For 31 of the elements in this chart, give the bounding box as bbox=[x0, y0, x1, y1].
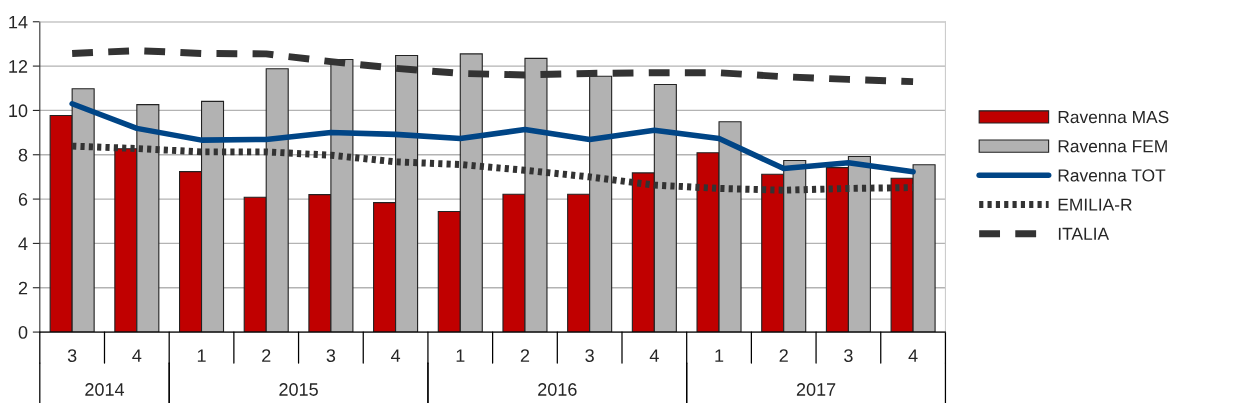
x-tick-label: 1 bbox=[456, 349, 465, 362]
text: 2016 bbox=[538, 383, 577, 396]
text: 2015 bbox=[279, 383, 318, 396]
y-tick-label: 8 bbox=[18, 148, 28, 162]
x-tick-label: 3 bbox=[585, 349, 594, 362]
x-tick-label: 4 bbox=[390, 349, 401, 362]
x-tick-label: 4 bbox=[132, 349, 142, 362]
legend-label: ITALIA bbox=[1058, 227, 1110, 240]
y-tick-label: 6 bbox=[18, 193, 28, 206]
x-tick-label: 3 bbox=[844, 349, 853, 362]
y-tick-label: 2 bbox=[18, 281, 28, 295]
legend-label: Ravenna MAS bbox=[1058, 110, 1169, 124]
x-tick-label: 3 bbox=[67, 349, 77, 362]
x-tick-label: 1 bbox=[715, 349, 724, 362]
legend-label: Ravenna TOT bbox=[1058, 169, 1166, 182]
x-tick-label: 2 bbox=[262, 349, 271, 362]
text: 2014 bbox=[85, 383, 125, 396]
legend-label: EMILIA-R bbox=[1058, 198, 1132, 211]
y-tick-label: 12 bbox=[9, 60, 28, 73]
x-tick-label: 2 bbox=[520, 349, 530, 362]
x-tick-label: 4 bbox=[908, 349, 918, 362]
y-tick-label: 0 bbox=[18, 326, 28, 339]
x-tick-label: 3 bbox=[326, 349, 336, 362]
x-tick-label: 4 bbox=[649, 349, 659, 362]
x-tick-label: 1 bbox=[197, 349, 206, 362]
legend-label: Ravenna FEM bbox=[1058, 140, 1167, 153]
text: 2017 bbox=[796, 383, 836, 396]
y-tick-label: 4 bbox=[18, 237, 28, 250]
y-tick-label: 10 bbox=[9, 104, 28, 118]
y-tick-label: 14 bbox=[9, 15, 28, 29]
x-tick-label: 2 bbox=[779, 349, 788, 362]
